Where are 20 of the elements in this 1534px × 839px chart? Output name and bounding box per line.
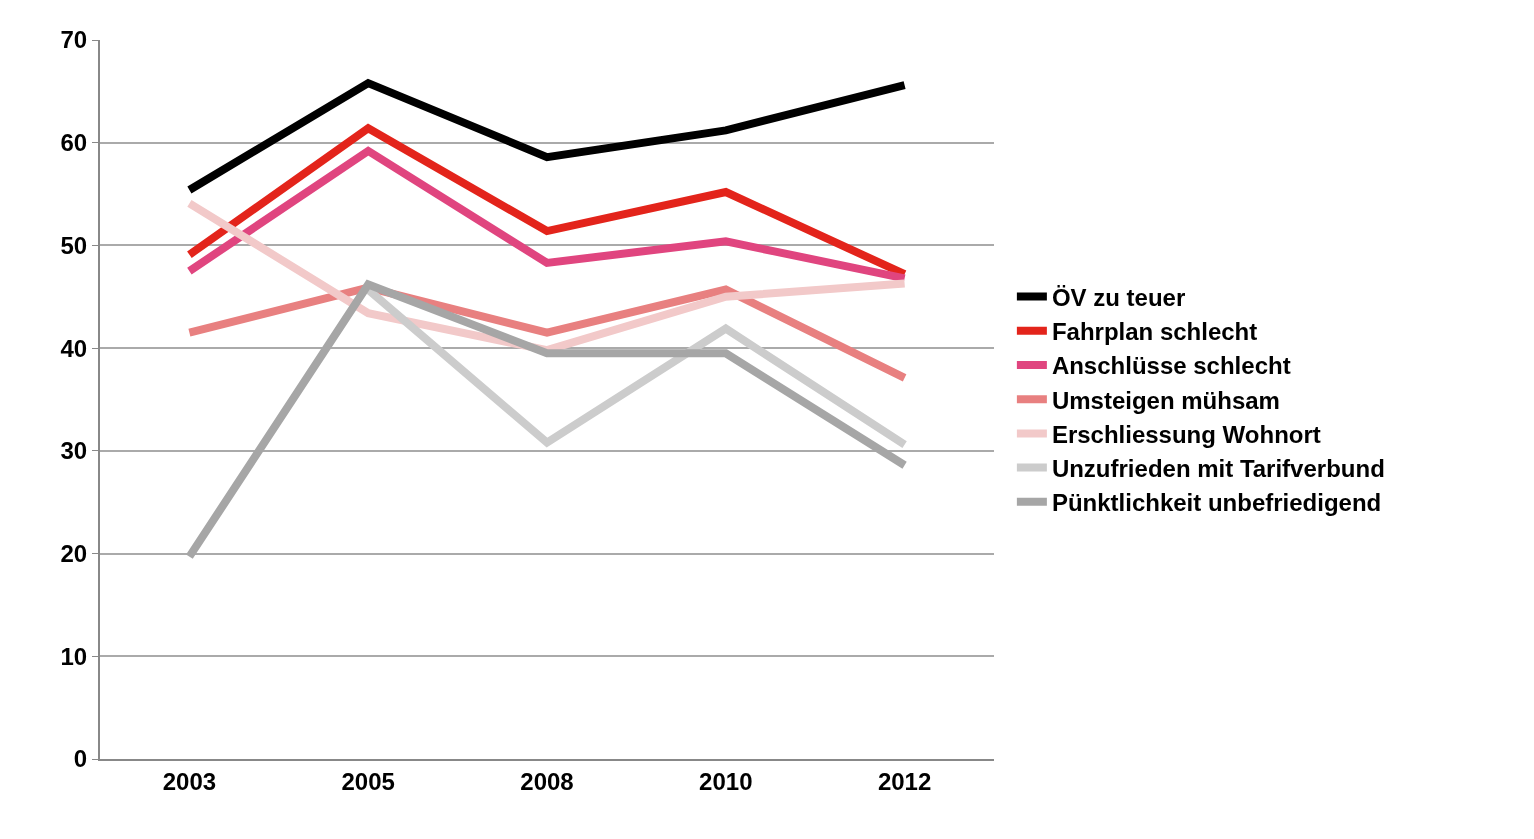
legend-label: Erschliessung Wohnort	[1051, 420, 1321, 448]
legend-label: Fahrplan schlecht	[1051, 318, 1258, 346]
y-tick-label: 20	[60, 539, 88, 567]
y-tick-label: 50	[60, 231, 88, 259]
y-tick-label: 60	[60, 129, 88, 157]
legend-label: Pünktlichkeit unbefriedigend	[1051, 489, 1382, 517]
y-tick-label: 40	[60, 334, 88, 362]
legend-label: Anschlüsse schlecht	[1051, 352, 1291, 380]
y-tick-label: 30	[60, 437, 88, 465]
x-tick-label: 2005	[341, 767, 395, 795]
legend-label: ÖV zu teuer	[1051, 283, 1186, 311]
y-tick-label: 70	[60, 26, 88, 54]
x-tick-label: 2010	[699, 767, 753, 795]
y-tick-label: 0	[73, 745, 88, 773]
legend-label: Unzufrieden mit Tarifverbund	[1051, 454, 1385, 482]
y-tick-label: 10	[60, 642, 88, 670]
legend-label: Umsteigen mühsam	[1051, 386, 1280, 414]
x-tick-label: 2012	[877, 767, 932, 795]
x-tick-label: 2003	[162, 767, 217, 795]
x-tick-label: 2008	[520, 767, 574, 795]
